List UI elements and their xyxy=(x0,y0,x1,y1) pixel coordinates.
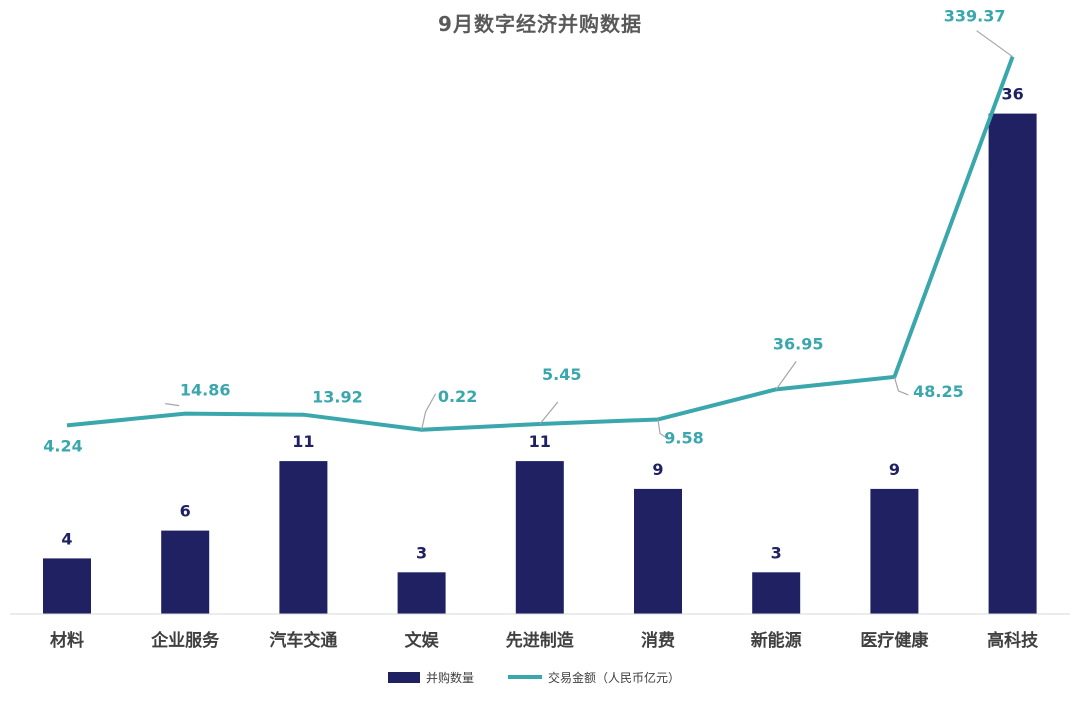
leader-line xyxy=(165,403,180,407)
line-data-label: 0.22 xyxy=(438,387,477,406)
x-tick-label: 文娱 xyxy=(405,630,440,651)
line-data-label: 339.37 xyxy=(944,7,1006,26)
x-tick-label: 材料 xyxy=(50,630,84,651)
line-data-label: 9.58 xyxy=(664,428,703,447)
line-data-label: 36.95 xyxy=(773,334,824,353)
leader-line xyxy=(775,361,797,390)
bar-data-label: 9 xyxy=(652,460,663,479)
bar xyxy=(397,572,446,614)
bar xyxy=(752,572,801,614)
line-data-label: 4.24 xyxy=(43,436,82,455)
line-data-labels: 4.24 14.86 13.92 0.22 5.45 9.58 36.95 48.25 339.… xyxy=(43,7,1013,455)
bar xyxy=(161,530,210,614)
bar-data-labels: 4 6 11 3 11 9 3 9 36 xyxy=(61,85,1023,563)
x-tick-label: 新能源 xyxy=(751,630,802,651)
bar-data-label: 11 xyxy=(292,432,314,451)
x-tick-label: 汽车交通 xyxy=(269,630,337,651)
bar xyxy=(515,461,564,614)
legend-label-line: 交易金额（人民币亿元） xyxy=(548,670,680,685)
legend-label-bar: 并购数量 xyxy=(426,670,474,685)
bar xyxy=(870,488,919,614)
x-tick-label: 高科技 xyxy=(987,630,1039,651)
bar-data-label: 11 xyxy=(529,432,551,451)
bar xyxy=(634,488,682,614)
x-axis-tick-labels: 材料 企业服务 汽车交通 文娱 先进制造 消费 新能源 医疗健康 高科技 xyxy=(50,630,1039,651)
leader-line xyxy=(976,30,1013,58)
leader-line xyxy=(421,393,437,430)
chart-title: 9月数字经济并购数据 xyxy=(438,12,642,36)
bar-data-label: 6 xyxy=(180,502,191,521)
bar-data-label: 4 xyxy=(61,529,72,548)
bar-data-label: 9 xyxy=(889,460,900,479)
bar-series xyxy=(43,113,1037,614)
x-tick-label: 先进制造 xyxy=(506,630,575,651)
line-data-label: 14.86 xyxy=(180,381,231,400)
x-tick-label: 医疗健康 xyxy=(860,630,929,651)
bar xyxy=(279,461,328,614)
legend-swatch-bar xyxy=(388,672,420,683)
leader-line xyxy=(893,376,909,396)
bar xyxy=(988,113,1037,614)
line-data-label: 13.92 xyxy=(312,388,363,407)
bar-data-label: 3 xyxy=(771,543,782,562)
line-series xyxy=(66,56,1015,432)
bar-data-label: 36 xyxy=(1001,85,1023,104)
x-tick-label: 企业服务 xyxy=(150,630,220,651)
leader-line xyxy=(539,401,559,425)
bar xyxy=(43,558,91,614)
leader-line xyxy=(657,419,667,438)
line-data-label: 48.25 xyxy=(913,382,964,401)
x-tick-label: 消费 xyxy=(641,630,675,651)
line-data-label: 5.45 xyxy=(542,365,581,384)
legend: 并购数量 交易金额（人民币亿元） xyxy=(388,670,680,685)
bar-data-label: 3 xyxy=(416,543,427,562)
line-series-path xyxy=(66,56,1015,432)
